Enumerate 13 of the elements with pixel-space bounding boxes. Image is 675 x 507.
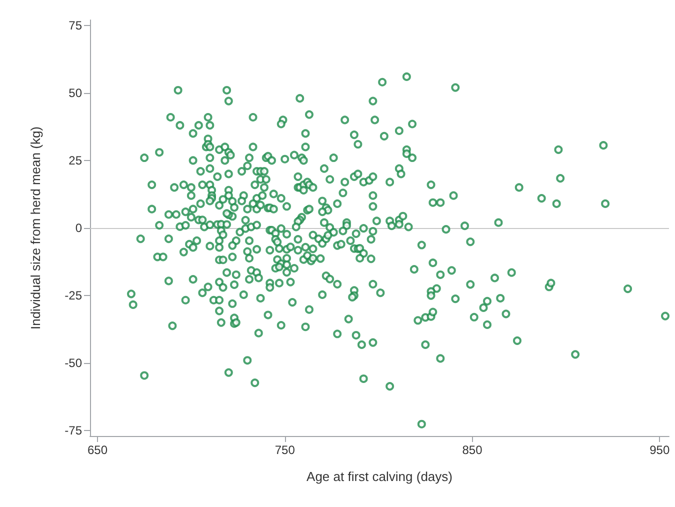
y-tick-label: -75 (64, 424, 82, 438)
x-tick-label: 750 (274, 443, 296, 457)
x-tick-label: 650 (87, 443, 108, 457)
y-axis-title: Individual size from herd mean (kg) (28, 126, 43, 330)
y-tick-label: -25 (64, 288, 82, 303)
y-tick-label: 25 (68, 153, 82, 168)
x-tick-label: 950 (650, 443, 670, 457)
y-tick-label: 50 (68, 86, 82, 100)
x-tick-label: 850 (462, 443, 483, 457)
x-axis-title: Age at first calving (days) (306, 469, 452, 484)
y-tick-label: 75 (68, 18, 82, 32)
y-tick-label: -50 (64, 356, 82, 370)
y-tick-label: 0 (75, 221, 82, 235)
